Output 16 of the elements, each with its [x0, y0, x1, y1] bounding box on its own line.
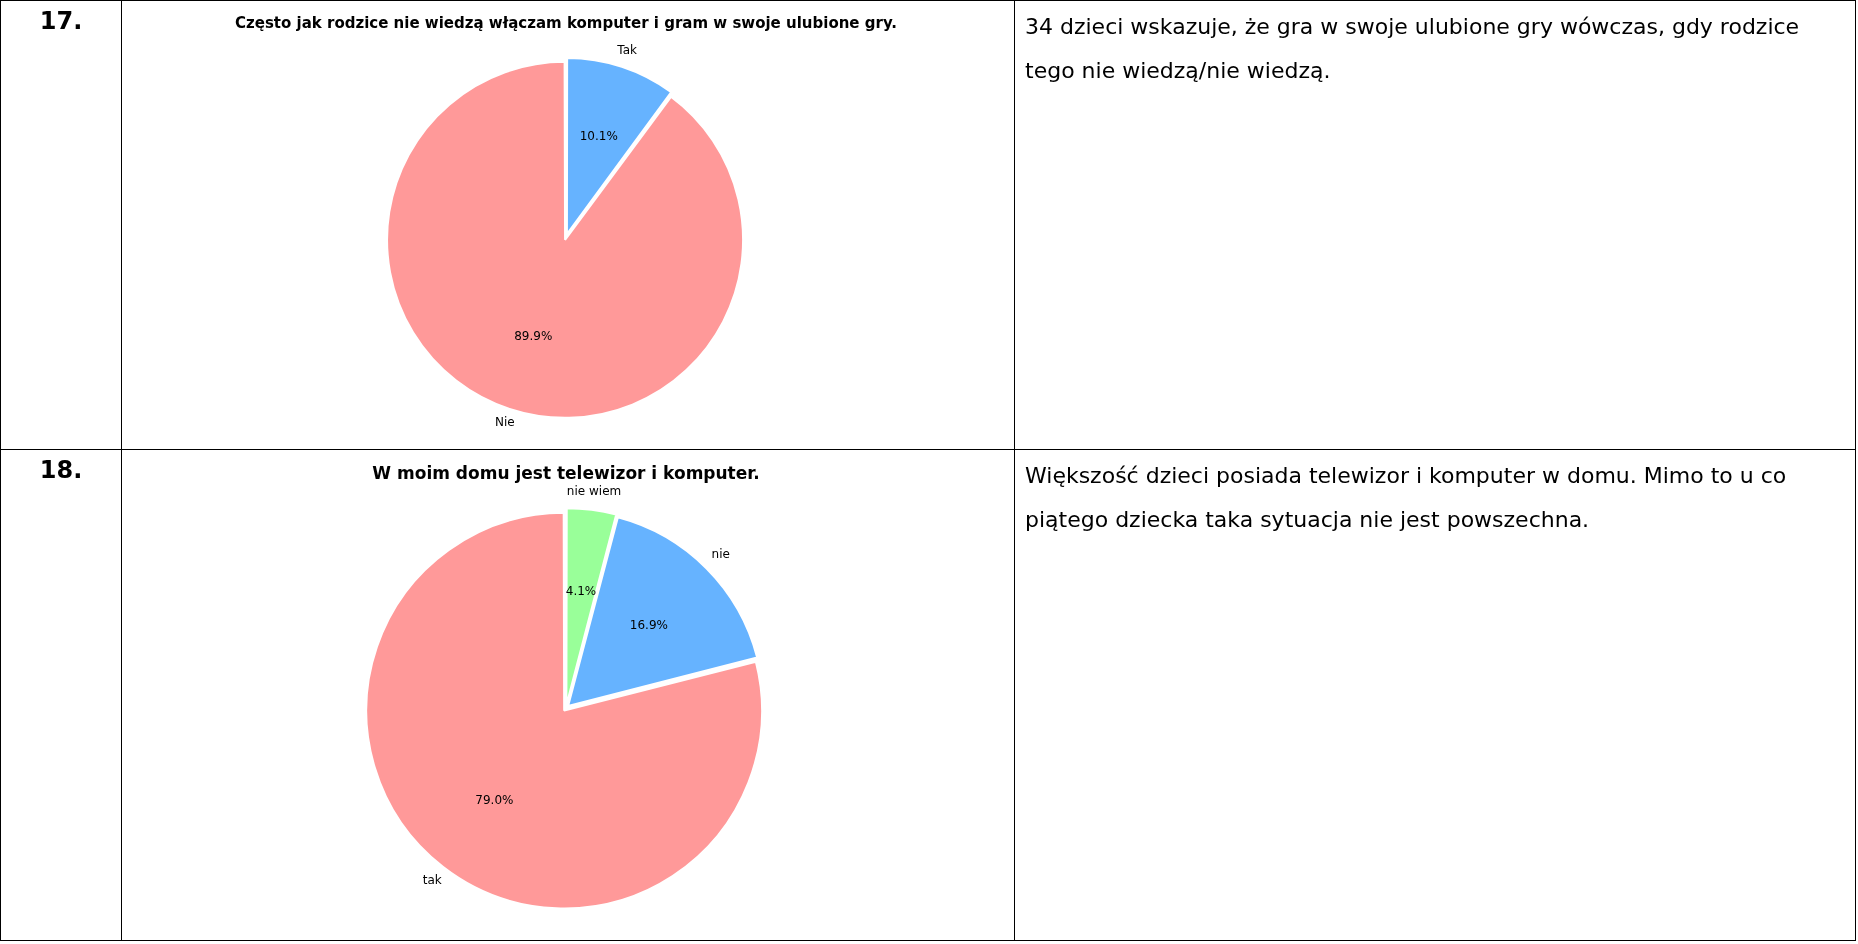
slice-label: Tak — [616, 42, 638, 57]
slice-label: nie wiem — [566, 483, 622, 498]
data-label: 10.1% — [579, 129, 618, 144]
slice-label: nie — [711, 546, 730, 561]
text: Większość dzieci posiada telewizor i komputer w domu. Mimo to u co piątego dziecka taka sytuacja nie jest powszechna. — [1014, 449, 1856, 941]
slice-label: Nie — [495, 415, 515, 430]
data-label: 89.9% — [514, 328, 553, 343]
data-label: 16.9% — [629, 617, 668, 632]
slice-label: tak — [422, 872, 442, 887]
text: 18. — [0, 449, 122, 941]
chart-title: W moim domu jest telewizor i komputer. — [372, 462, 760, 483]
chart-title: Często jak rodzice nie wiedzą włączam komputer i gram w swoje ulubione gry. — [235, 13, 897, 32]
data-label: 79.0% — [475, 792, 514, 807]
text: 34 dzieci wskazuje, że gra w swoje ulubione gry wówczas, gdy rodzice tego nie wiedzą/nie wiedzą. — [1014, 0, 1856, 450]
data-label: 4.1% — [565, 584, 597, 599]
text: 17. — [0, 0, 122, 450]
